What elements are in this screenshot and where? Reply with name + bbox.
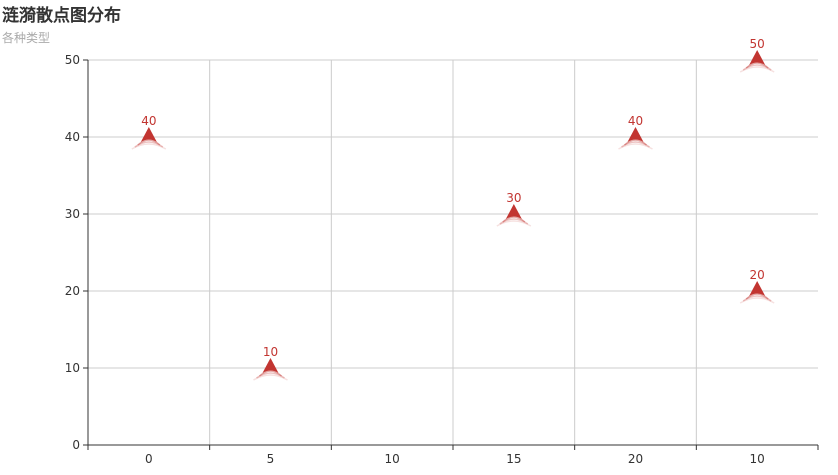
y-tick-label: 30: [65, 207, 80, 221]
x-tick-label: 15: [506, 452, 521, 466]
data-point: [749, 281, 766, 296]
ripple-ring: [253, 374, 288, 381]
ripple-ring: [258, 370, 283, 377]
data-point: [262, 358, 279, 373]
ripple-ring: [623, 139, 648, 146]
x-tick-label: 10: [385, 452, 400, 466]
ripple-ring: [742, 64, 772, 71]
chart-subtitle: 各种类型: [2, 31, 51, 45]
data-label: 40: [628, 114, 643, 128]
ripple-ring: [745, 62, 769, 69]
ripple-ring: [137, 139, 161, 146]
ripple-ring: [496, 220, 532, 227]
ripple-ring: [745, 293, 769, 300]
y-tick-label: 20: [65, 284, 80, 298]
data-label: 40: [141, 114, 156, 128]
data-point: [627, 127, 644, 142]
ripple-ring: [502, 216, 526, 223]
ripple-ring: [621, 141, 650, 148]
x-tick-label: 10: [750, 452, 765, 466]
y-tick-label: 0: [72, 438, 80, 452]
ripple-ring: [256, 372, 285, 379]
ripple-ring: [499, 218, 529, 225]
data-label: 30: [506, 191, 521, 205]
ripple-ring: [739, 66, 775, 73]
data-point: [749, 50, 766, 65]
ripple-ring: [134, 141, 164, 148]
data-label: 50: [750, 37, 765, 51]
ripple-ring: [742, 295, 772, 302]
data-label: 20: [750, 268, 765, 282]
data-label: 10: [263, 345, 278, 359]
ripple-ring: [739, 297, 775, 304]
x-tick-label: 5: [267, 452, 275, 466]
y-tick-label: 10: [65, 361, 80, 375]
ripple-ring: [131, 143, 167, 150]
x-tick-label: 20: [628, 452, 643, 466]
y-tick-label: 50: [65, 53, 80, 67]
y-tick-label: 40: [65, 130, 80, 144]
x-tick-label: 0: [145, 452, 153, 466]
data-point: [140, 127, 157, 142]
ripple-ring: [618, 143, 653, 150]
data-point: [505, 204, 522, 219]
chart-title: 涟漪散点图分布: [2, 6, 121, 26]
